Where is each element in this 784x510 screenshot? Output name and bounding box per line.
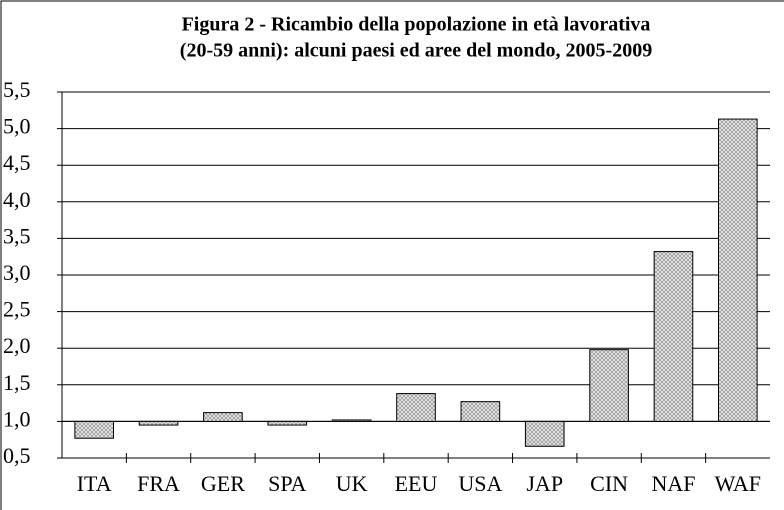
- bar: [653, 251, 694, 422]
- x-tick-label: SPA: [268, 471, 306, 496]
- bar: [267, 420, 308, 426]
- x-tick-label: UK: [336, 471, 368, 496]
- y-tick-label: 1,5: [3, 370, 31, 395]
- x-tick-label: FRA: [137, 471, 180, 496]
- bar: [524, 420, 565, 447]
- bar: [718, 118, 758, 422]
- y-tick-label: 3,0: [3, 260, 31, 285]
- x-tick-label: GER: [201, 471, 245, 496]
- bar: [589, 349, 629, 422]
- y-tick-label: 2,0: [3, 333, 31, 358]
- chart-title: (20-59 anni): alcuni paesi ed aree del m…: [180, 40, 652, 62]
- bar: [460, 401, 501, 422]
- chart-title: Figura 2 - Ricambio della popolazione in…: [182, 14, 651, 36]
- y-tick-label: 3,5: [3, 223, 31, 248]
- x-tick-label: NAF: [651, 471, 695, 496]
- bar: [396, 393, 436, 422]
- x-tick-label: ITA: [77, 471, 112, 496]
- x-tick-label: JAP: [526, 471, 563, 496]
- bar: [138, 420, 179, 426]
- y-tick-label: 1,0: [3, 406, 31, 431]
- x-tick-label: CIN: [590, 471, 628, 496]
- y-tick-label: 4,5: [3, 150, 31, 175]
- bar: [203, 412, 243, 422]
- y-tick-label: 5,0: [3, 114, 31, 139]
- y-tick-label: 0,5: [3, 443, 31, 468]
- y-tick-label: 5,5: [3, 77, 31, 102]
- y-tick-label: 4,0: [3, 187, 31, 212]
- y-tick-label: 2,5: [3, 297, 31, 322]
- x-tick-label: WAF: [715, 471, 761, 496]
- x-tick-label: EEU: [395, 471, 438, 496]
- bar: [74, 420, 114, 439]
- bar: [331, 419, 372, 422]
- x-tick-label: USA: [458, 471, 502, 496]
